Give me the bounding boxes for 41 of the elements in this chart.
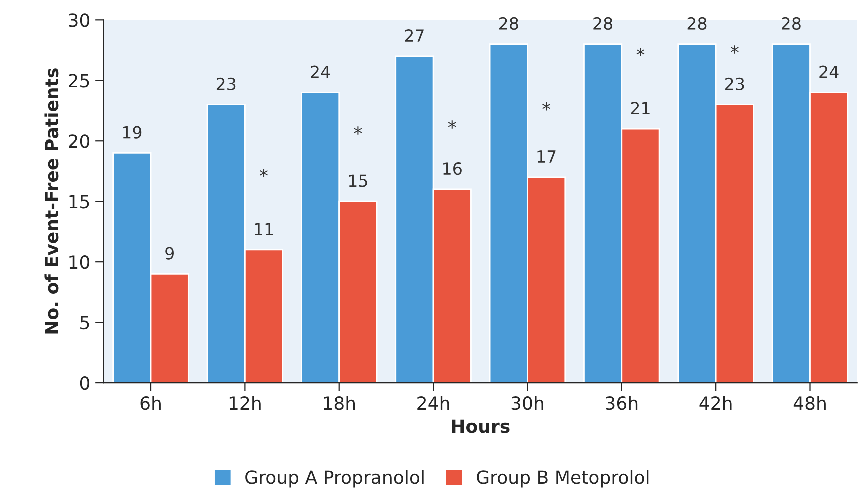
data-label: 11 [255,223,274,236]
data-label: 28 [500,17,518,30]
y-tick-label: 30 [69,14,90,28]
y-tick-label: 5 [80,316,90,330]
legend-label: Group B Metoprolol [477,470,649,488]
x-tick-label: 30h [512,396,544,410]
data-label: 28 [594,17,613,30]
legend-label: Group A Propranolol [246,470,424,488]
data-label: 24 [311,66,330,78]
data-label: 23 [216,78,236,90]
annotation: * [260,168,268,178]
x-tick-label: 24h [418,396,450,410]
data-label: 15 [349,174,368,188]
data-label: 19 [123,126,142,139]
data-label: 28 [782,17,801,30]
annotation: * [636,48,645,56]
y-tick-label: 10 [70,256,90,270]
data-label: 17 [538,150,556,163]
y-tick-label: 20 [69,134,90,148]
annotation: * [448,120,456,129]
data-label: 28 [688,17,707,30]
x-tick-label: 48h [794,396,826,410]
data-label: 23 [726,78,744,90]
x-axis-title: Hours [452,420,510,434]
x-tick-label: 42h [700,396,732,410]
x-tick-label: 36h [606,396,638,410]
annotation: * [730,46,739,54]
x-tick-label: 18h [324,396,356,410]
data-label: 9 [166,247,174,260]
annotation: * [354,126,362,135]
data-label: 21 [631,102,650,114]
annotation: * [542,102,551,111]
y-tick-label: 0 [80,376,90,390]
data-label: 27 [405,30,424,42]
y-tick-label: 25 [69,74,90,88]
data-label: 24 [820,66,839,78]
y-axis-title: No. of Event-Free Patients [44,68,59,334]
y-tick-label: 15 [70,195,90,209]
data-label: 16 [444,162,462,176]
x-tick-label: 12h [230,396,261,410]
x-tick-label: 6h [140,396,161,410]
